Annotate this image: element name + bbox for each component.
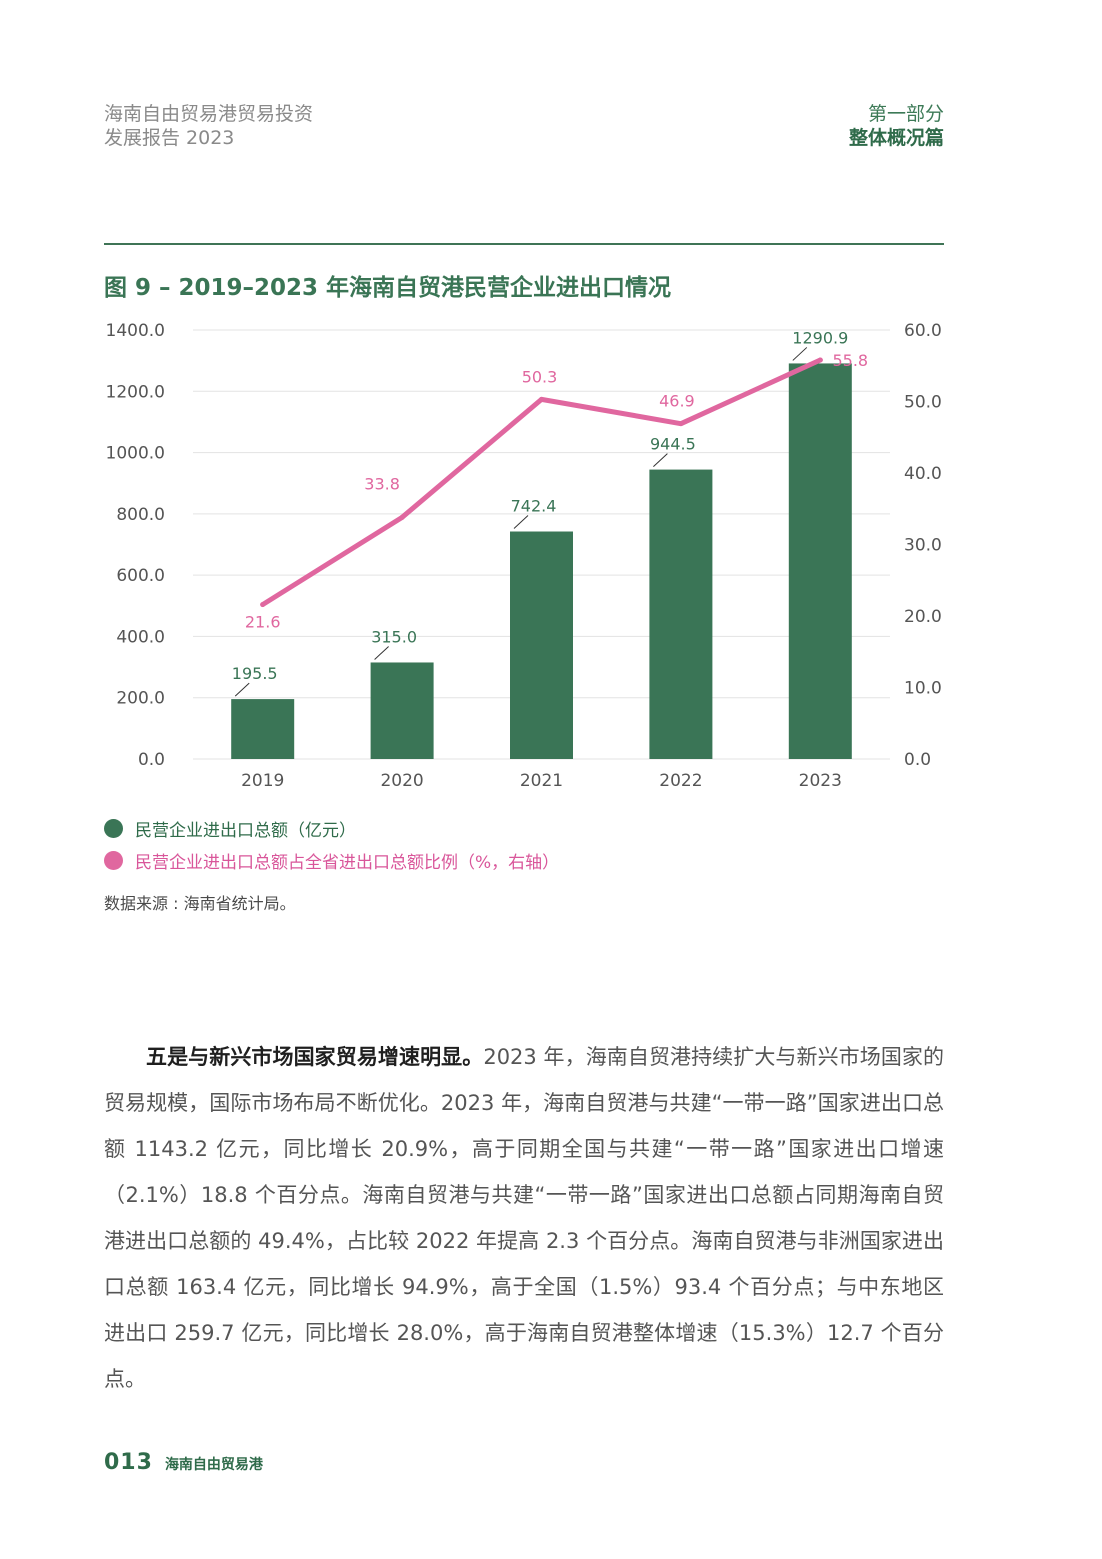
legend-item-line: 民营企业进出口总额占全省进出口总额比例（%，右轴）	[104, 844, 559, 876]
section-label: 第一部分 整体概况篇	[849, 102, 944, 150]
bar-label-leader	[792, 347, 808, 361]
y-left-tick-label: 200.0	[116, 689, 165, 709]
line-point	[539, 396, 544, 402]
x-tick-label: 2022	[659, 771, 702, 791]
bar	[788, 363, 852, 759]
report-title-line2: 发展报告 2023	[104, 127, 235, 149]
y-left-tick-label: 600.0	[116, 566, 165, 586]
x-tick-label: 2020	[380, 771, 423, 791]
part-number: 第一部分	[867, 103, 944, 125]
line-value-label: 21.6	[245, 613, 281, 632]
line-point	[678, 421, 684, 427]
bar	[231, 699, 295, 759]
bar-value-label: 195.5	[232, 664, 278, 683]
bar	[649, 469, 713, 759]
y-right-tick-label: 50.0	[904, 393, 942, 413]
line-value-label: 55.8	[832, 351, 868, 370]
paragraph-text: 2023 年，海南自贸港持续扩大与新兴市场国家的贸易规模，国际市场布局不断优化。…	[104, 1045, 945, 1391]
bar-label-leader	[234, 682, 250, 697]
y-right-tick-label: 10.0	[904, 679, 942, 699]
part-title: 整体概况篇	[848, 127, 944, 149]
bar-value-label: 1290.9	[792, 328, 848, 347]
x-tick-label: 2019	[241, 771, 284, 791]
bar-value-label: 944.5	[650, 435, 696, 454]
bar	[370, 662, 434, 759]
legend-item-bar: 民营企业进出口总额（亿元）	[104, 812, 559, 844]
chart-legend: 民营企业进出口总额（亿元） 民营企业进出口总额占全省进出口总额比例（%，右轴）	[104, 812, 559, 876]
section-divider	[104, 243, 944, 245]
line-point	[399, 514, 405, 520]
bar-label-leader	[374, 646, 389, 660]
y-right-tick-label: 20.0	[904, 607, 942, 627]
y-left-tick-label: 0.0	[138, 750, 165, 770]
bar-value-label: 742.4	[511, 497, 557, 516]
page-footer: 013 海南自由贸易港	[104, 1450, 263, 1475]
legend-swatch-bar	[104, 818, 123, 838]
y-right-tick-label: 0.0	[904, 750, 931, 770]
x-tick-label: 2021	[520, 771, 563, 791]
y-left-tick-label: 1200.0	[106, 382, 165, 402]
combo-chart: 0.0 200.0 400.0 600.0 800.0 1000.0 1200.0 1400.…	[106, 321, 942, 791]
x-tick-label: 2023	[799, 771, 842, 791]
bar-label-leader	[653, 453, 668, 467]
legend-swatch-line	[104, 850, 123, 870]
line-point	[817, 357, 823, 363]
paragraph-lead: 五是与新兴市场国家贸易增速明显。	[146, 1045, 484, 1069]
y-left-tick-label: 400.0	[116, 627, 165, 647]
bar	[510, 531, 573, 759]
bar-value-label: 315.0	[371, 627, 417, 646]
line-value-label: 33.8	[364, 474, 400, 493]
y-left-tick-label: 800.0	[116, 505, 165, 525]
bar-label-leader	[513, 515, 529, 529]
line-point	[260, 602, 266, 608]
report-title: 海南自由贸易港贸易投资 发展报告 2023	[104, 102, 313, 150]
report-title-line1: 海南自由贸易港贸易投资	[104, 103, 314, 125]
y-right-tick-label: 30.0	[904, 536, 942, 556]
y-left-tick-label: 1400.0	[106, 321, 165, 341]
line-value-label: 46.9	[659, 392, 695, 411]
data-source: 数据来源 : 海南省统计局。	[104, 894, 296, 913]
footer-name: 海南自由贸易港	[164, 1457, 263, 1473]
y-right-tick-label: 40.0	[904, 464, 942, 484]
figure-title: 图 9 – 2019–2023 年海南自贸港民营企业进出口情况	[104, 275, 672, 301]
legend-label-bar: 民营企业进出口总额（亿元）	[135, 820, 356, 841]
page-number: 013	[104, 1450, 153, 1475]
y-right-tick-label: 60.0	[904, 321, 942, 341]
legend-label-line: 民营企业进出口总额占全省进出口总额比例（%，右轴）	[135, 852, 560, 873]
y-left-tick-label: 1000.0	[106, 444, 165, 464]
line-value-label: 50.3	[522, 367, 558, 386]
body-paragraph: 五是与新兴市场国家贸易增速明显。2023 年，海南自贸港持续扩大与新兴市场国家的…	[104, 1034, 944, 1402]
